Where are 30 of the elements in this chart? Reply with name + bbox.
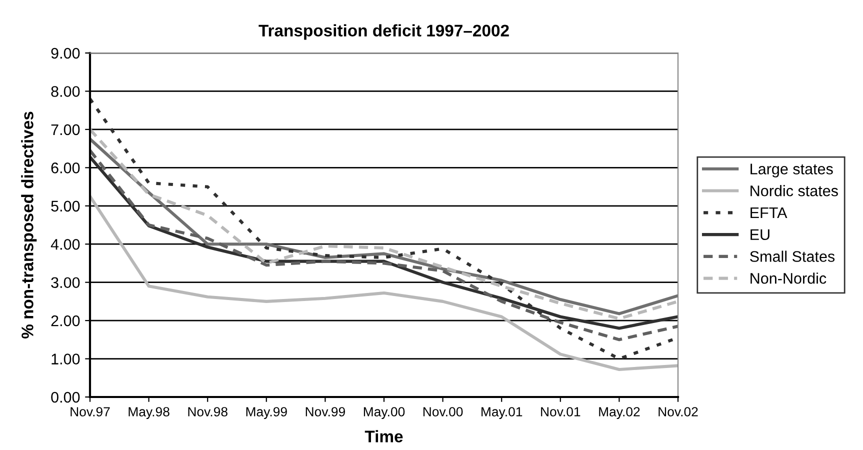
x-tick-label: Nov.99 — [306, 407, 345, 416]
x-tick-label: May.99 — [246, 407, 287, 420]
x-tick-label: May.98 — [128, 407, 170, 420]
y-tick-label: 6.00 — [51, 162, 80, 174]
y-axis-title: % non-transposed directives — [21, 112, 37, 338]
x-tick-label: May.02 — [599, 407, 640, 420]
legend-label: EFTA — [750, 208, 788, 218]
x-tick-label: May.01 — [482, 407, 522, 420]
y-tick-label: 1.00 — [52, 354, 80, 364]
y-tick-label: 4.00 — [50, 238, 80, 250]
x-tick-label: May.00 — [364, 407, 405, 420]
y-tick-label: 8.00 — [51, 86, 80, 97]
legend-label: Small States — [750, 250, 835, 262]
x-tick-label: Nov.02 — [658, 407, 698, 416]
y-tick-label: 5.00 — [51, 200, 80, 212]
x-tick-label: Nov.00 — [423, 407, 463, 416]
legend-label: Nordic states — [750, 185, 838, 196]
y-tick-label: 2.00 — [51, 315, 80, 326]
legend-label: EU — [750, 229, 770, 240]
x-tick-label: Nov.01 — [541, 407, 580, 416]
x-tick-label: Nov.97 — [70, 407, 110, 416]
legend-label: Non-Nordic — [750, 272, 826, 284]
y-tick-label: 7.00 — [51, 124, 80, 136]
x-tick-label: Nov.98 — [188, 407, 228, 416]
x-axis-title: Time — [364, 430, 403, 442]
y-tick-label: 3.00 — [51, 277, 80, 288]
chart-title: Transposition deficit 1997–2002 — [258, 24, 509, 40]
y-tick-label: 0.00 — [51, 392, 80, 403]
y-tick-label: 9.00 — [51, 48, 80, 59]
legend-label: Large states — [750, 164, 833, 178]
